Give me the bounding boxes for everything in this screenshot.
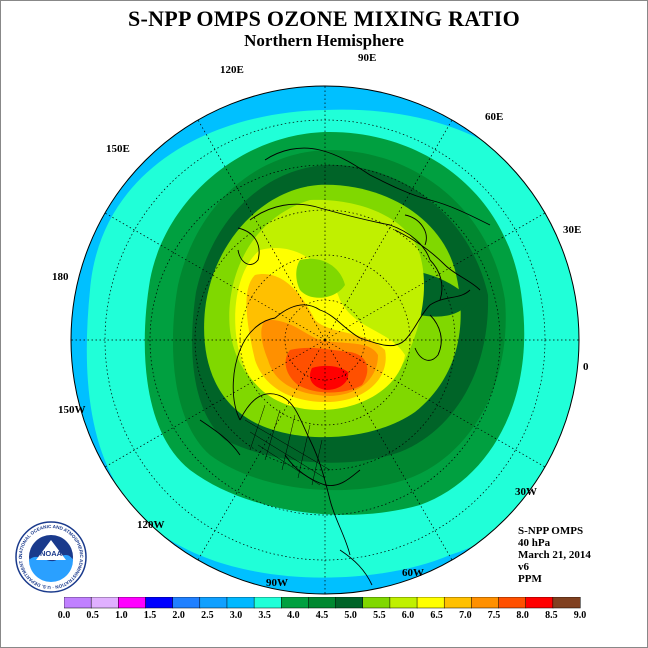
map-boundary xyxy=(70,85,580,595)
colorbar-tick-label: 9.0 xyxy=(573,610,587,621)
lon-label-30e: 30E xyxy=(563,224,581,236)
info-level: 40 hPa xyxy=(518,537,551,549)
colorbar-tick-label: 0.5 xyxy=(86,610,99,621)
colorbar-swatch xyxy=(471,597,500,609)
colorbar-swatch xyxy=(416,597,445,609)
colorbar-swatch xyxy=(335,597,364,609)
noaa-logo-wave xyxy=(29,554,73,582)
lon-label-150e: 150E xyxy=(106,143,130,155)
colorbar-tick-label: 6.5 xyxy=(430,610,443,621)
colorbar-tick-label: 1.0 xyxy=(115,610,128,621)
state-boundaries xyxy=(244,404,331,486)
colorbar-swatch xyxy=(389,597,418,609)
info-version: v6 xyxy=(518,561,529,573)
colorbar-swatch xyxy=(552,597,581,609)
colorbar-swatch xyxy=(145,597,174,609)
lon-label-90w: 90W xyxy=(266,577,288,589)
colorbar-tick-label: 4.0 xyxy=(287,610,300,621)
colorbar-swatch xyxy=(172,597,201,609)
page-title: S-NPP OMPS OZONE MIXING RATIO xyxy=(127,6,521,31)
colorbar-swatch xyxy=(498,597,527,609)
colorbar-swatch xyxy=(362,597,391,609)
noaa-logo-text: NOAA xyxy=(40,549,63,558)
colorbar-swatch xyxy=(253,597,282,609)
colorbar-tick-label: 1.5 xyxy=(143,610,157,621)
colorbar-tick-label: 8.0 xyxy=(516,610,529,621)
lon-label-120e: 120E xyxy=(220,64,244,76)
info-units: PPM xyxy=(518,573,542,585)
page-subtitle: Northern Hemisphere xyxy=(244,31,404,50)
colorbar-tick-label: 2.0 xyxy=(172,610,185,621)
info-date: March 21, 2014 xyxy=(518,549,591,561)
colorbar-tick-label: 8.5 xyxy=(545,610,558,621)
colorbar-tick-label: 5.0 xyxy=(344,610,357,621)
lon-label-120w: 120W xyxy=(137,519,165,531)
lon-label-30w: 30W xyxy=(515,486,537,498)
info-block: S-NPP OMPS 40 hPa March 21, 2014 v6 PPM xyxy=(518,525,591,585)
colorbar-swatch xyxy=(443,597,472,609)
colorbar-tick-label: 7.5 xyxy=(487,610,501,621)
lon-label-60w: 60W xyxy=(402,567,424,579)
colorbar-tick-label: 3.5 xyxy=(258,610,271,621)
colorbar-swatch xyxy=(525,597,554,609)
colorbar-tick-label: 0.0 xyxy=(57,610,71,621)
colorbar-tick-label: 2.5 xyxy=(201,610,214,621)
colorbar-swatch xyxy=(281,597,309,609)
info-instrument: S-NPP OMPS xyxy=(518,525,584,537)
noaa-logo: NATIONAL OCEANIC AND ATMOSPHERIC ADMINIS… xyxy=(14,520,87,593)
colorbar-tick-label: 5.5 xyxy=(373,610,386,621)
colorbar-tick-label: 6.0 xyxy=(401,610,415,621)
colorbar-swatch xyxy=(199,597,228,609)
colorbar-tick-label: 3.0 xyxy=(229,610,243,621)
lon-label-0: 0 xyxy=(583,361,589,373)
colorbar-swatch xyxy=(118,597,147,609)
colorbar-swatch xyxy=(64,597,92,609)
lon-label-90e: 90E xyxy=(358,52,376,64)
ozone-polar-blob xyxy=(296,258,345,298)
colorbar-tick-label: 4.5 xyxy=(315,610,329,621)
colorbar-tick-label: 7.0 xyxy=(459,610,472,621)
coastlines xyxy=(199,147,491,586)
noaa-logo-bird xyxy=(36,540,66,560)
lon-label-60e: 60E xyxy=(485,111,503,123)
colorbar-swatch xyxy=(226,597,255,609)
colorbar-swatch xyxy=(90,597,119,609)
lon-label-180: 180 xyxy=(52,271,69,283)
colorbar-swatch xyxy=(308,597,337,609)
lon-label-150w: 150W xyxy=(58,404,86,416)
ozone-band-8.5 xyxy=(309,365,349,390)
colorbar xyxy=(64,597,581,609)
